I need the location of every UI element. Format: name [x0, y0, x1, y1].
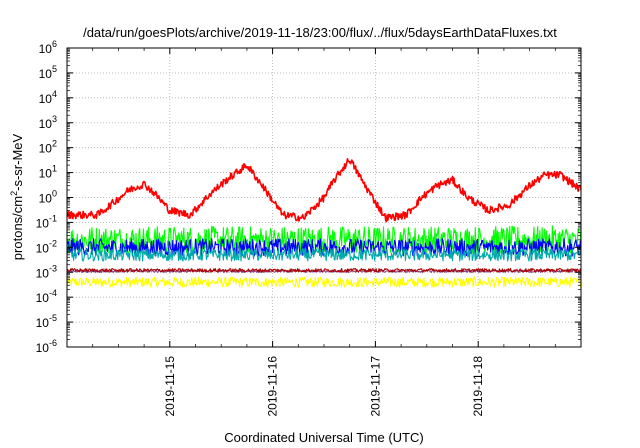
y-tick-label: 10-6 — [36, 338, 57, 355]
series-line — [66, 276, 582, 288]
y-tick-label: 106 — [39, 39, 57, 56]
chart-title: /data/run/goesPlots/archive/2019-11-18/2… — [83, 25, 557, 40]
x-axis-ticks: 2019-11-15 2019-11-16 2019-11-17 2019-11-18 — [92, 48, 556, 417]
x-tick-label: 2019-11-16 — [266, 356, 280, 417]
y-tick-label: 105 — [39, 64, 57, 81]
y-tick-label: 10-3 — [36, 263, 57, 280]
y-tick-label: 101 — [39, 164, 57, 181]
x-tick-label: 2019-11-15 — [163, 356, 177, 417]
y-tick-label: 100 — [39, 189, 57, 206]
y-tick-label: 104 — [39, 89, 57, 106]
y-tick-label: 10-2 — [36, 238, 57, 255]
grid-lines — [67, 48, 581, 347]
series-line — [66, 248, 582, 262]
x-axis-label: Coordinated Universal Time (UTC) — [224, 430, 423, 445]
plot-area: 10-6 10-5 10-4 10-3 10-2 10-1 100 101 102 103 104 1… — [36, 39, 582, 417]
y-tick-label: 102 — [39, 139, 57, 156]
y-tick-label: 10-5 — [36, 313, 57, 330]
y-tick-label: 10-4 — [36, 288, 57, 305]
x-tick-label: 2019-11-17 — [368, 356, 382, 417]
series-layer — [66, 158, 582, 288]
series-line — [66, 267, 582, 273]
series-line — [66, 158, 582, 223]
y-axis-ticks: 10-6 10-5 10-4 10-3 10-2 10-1 100 101 102 103 104 1… — [36, 39, 581, 355]
series-line — [66, 225, 582, 255]
y-tick-label: 103 — [39, 114, 57, 131]
x-tick-label: 2019-11-18 — [471, 356, 485, 417]
series-line — [66, 238, 582, 257]
y-tick-label: 10-1 — [36, 213, 57, 230]
y-axis-label: protons/cm2-s-sr-MeV — [9, 133, 25, 260]
